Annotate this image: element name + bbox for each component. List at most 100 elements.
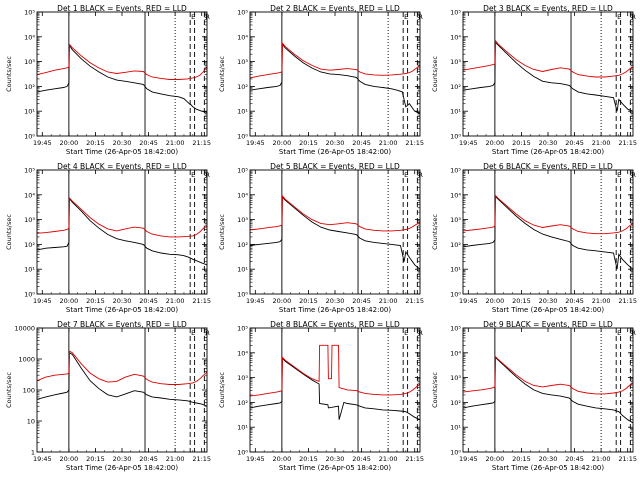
x-tick-label: 20:15 xyxy=(86,139,105,147)
y-tick-label: 10⁵ xyxy=(24,167,35,175)
x-tick-label: 20:15 xyxy=(512,139,531,147)
x-tick-label: 20:00 xyxy=(486,139,505,147)
x-tick-label: 20:15 xyxy=(299,297,318,305)
y-tick-label: 10⁰ xyxy=(450,449,461,457)
x-tick-label: 20:00 xyxy=(486,297,505,305)
x-tick-label: 21:15 xyxy=(618,455,637,463)
plot-frame xyxy=(36,11,208,137)
x-axis-label: Start Time (26-Apr-05 18:42:00) xyxy=(66,464,178,472)
chart-panel-9: Det 9 BLACK = Events, RED = LLD Counts/se… xyxy=(431,320,637,472)
event-marker: R xyxy=(205,13,210,21)
y-tick-label: 10² xyxy=(237,83,248,91)
y-tick-label: 10⁵ xyxy=(237,9,248,17)
y-tick-label: 10⁴ xyxy=(237,191,248,199)
y-tick-label: 10⁰ xyxy=(450,133,461,141)
x-tick-label: 20:00 xyxy=(486,455,505,463)
y-tick-label: 10³ xyxy=(450,374,461,382)
y-tick-label: 10¹ xyxy=(24,108,35,116)
plot-frame xyxy=(249,169,421,295)
y-tick-label: 10⁰ xyxy=(24,133,35,141)
x-tick-label: 21:00 xyxy=(379,139,398,147)
series-line-lld xyxy=(463,194,633,235)
y-tick-label: 10⁵ xyxy=(450,167,461,175)
series-line-events xyxy=(463,41,633,112)
y-tick-label: 10¹ xyxy=(237,424,248,432)
x-tick-label: 19:45 xyxy=(459,455,478,463)
x-axis-label: Start Time (26-Apr-05 18:42:00) xyxy=(279,464,391,472)
x-tick-label: 21:00 xyxy=(166,455,185,463)
x-tick-label: 19:45 xyxy=(33,297,52,305)
y-tick-label: 1 xyxy=(31,449,35,457)
y-tick-label: 10⁵ xyxy=(237,167,248,175)
y-tick-label: 10⁴ xyxy=(450,33,461,41)
chart-panel-5: Det 5 BLACK = Events, RED = LLD Counts/se… xyxy=(218,162,424,314)
y-tick-label: 10⁵ xyxy=(450,9,461,17)
series-line-lld xyxy=(250,42,420,79)
y-tick-label: 10² xyxy=(450,241,461,249)
series-line-lld xyxy=(37,196,207,238)
event-marker: E xyxy=(404,329,408,337)
series-line-events xyxy=(37,43,207,113)
x-tick-label: 21:15 xyxy=(405,455,424,463)
y-tick-label: 10⁰ xyxy=(450,291,461,299)
y-tick-label: 10² xyxy=(237,399,248,407)
x-axis-label: Start Time (26-Apr-05 18:42:00) xyxy=(492,148,604,156)
x-axis-label: Start Time (26-Apr-05 18:42:00) xyxy=(279,148,391,156)
x-tick-label: 20:15 xyxy=(299,455,318,463)
y-tick-label: 10⁰ xyxy=(237,291,248,299)
x-tick-label: 20:00 xyxy=(60,455,79,463)
x-tick-label: 21:15 xyxy=(192,297,211,305)
event-marker: E xyxy=(191,329,195,337)
x-tick-label: 20:45 xyxy=(352,139,371,147)
x-tick-label: 19:45 xyxy=(459,297,478,305)
x-tick-label: 21:00 xyxy=(592,139,611,147)
y-tick-label: 10² xyxy=(24,83,35,91)
event-marker: R xyxy=(418,13,423,21)
y-tick-label: 10⁰ xyxy=(24,291,35,299)
y-axis-label: Counts/sec xyxy=(218,214,226,250)
x-tick-label: 20:45 xyxy=(565,297,584,305)
plot-frame xyxy=(36,169,208,295)
series-line-events xyxy=(463,356,633,424)
panel-title: Det 4 BLACK = Events, RED = LLD xyxy=(57,162,187,171)
series-line-events xyxy=(463,195,633,270)
event-marker: R xyxy=(205,329,210,337)
y-tick-label: 10⁵ xyxy=(24,9,35,17)
x-tick-label: 20:00 xyxy=(273,297,292,305)
panel-title: Det 7 BLACK = Events, RED = LLD xyxy=(57,320,187,329)
x-tick-label: 20:15 xyxy=(86,455,105,463)
y-tick-label: 10⁴ xyxy=(450,349,461,357)
y-tick-label: 10⁴ xyxy=(24,33,35,41)
y-tick-label: 10³ xyxy=(450,216,461,224)
x-tick-label: 20:45 xyxy=(139,139,158,147)
y-tick-label: 100 xyxy=(23,387,35,395)
x-tick-label: 21:00 xyxy=(592,297,611,305)
x-tick-label: 20:30 xyxy=(113,455,132,463)
panel-title: Det 8 BLACK = Events, RED = LLD xyxy=(270,320,400,329)
x-tick-label: 20:45 xyxy=(139,455,158,463)
y-tick-label: 10³ xyxy=(237,216,248,224)
series-line-events xyxy=(250,196,420,270)
y-axis-label: Counts/sec xyxy=(218,56,226,92)
chart-panel-1: Det 1 BLACK = Events, RED = LLD Counts/se… xyxy=(5,4,211,156)
event-marker: R xyxy=(418,171,423,179)
y-tick-label: 10000 xyxy=(14,325,35,333)
x-tick-label: 20:15 xyxy=(512,297,531,305)
y-tick-label: 10⁰ xyxy=(237,449,248,457)
x-tick-label: 19:45 xyxy=(246,139,265,147)
event-marker: E xyxy=(404,171,408,179)
chart-panel-6: Det 6 BLACK = Events, RED = LLD Counts/se… xyxy=(431,162,637,314)
y-axis-label: Counts/sec xyxy=(218,372,226,408)
event-marker: E xyxy=(404,13,408,21)
event-marker: R xyxy=(418,329,423,337)
event-marker: E xyxy=(617,171,621,179)
y-tick-label: 10¹ xyxy=(450,108,461,116)
y-tick-label: 10¹ xyxy=(24,266,35,274)
y-tick-label: 10⁴ xyxy=(237,33,248,41)
x-tick-label: 21:15 xyxy=(405,297,424,305)
panel-title: Det 9 BLACK = Events, RED = LLD xyxy=(483,320,613,329)
x-tick-label: 20:45 xyxy=(352,297,371,305)
x-tick-label: 20:45 xyxy=(565,139,584,147)
x-tick-label: 20:15 xyxy=(86,297,105,305)
x-axis-label: Start Time (26-Apr-05 18:42:00) xyxy=(66,148,178,156)
